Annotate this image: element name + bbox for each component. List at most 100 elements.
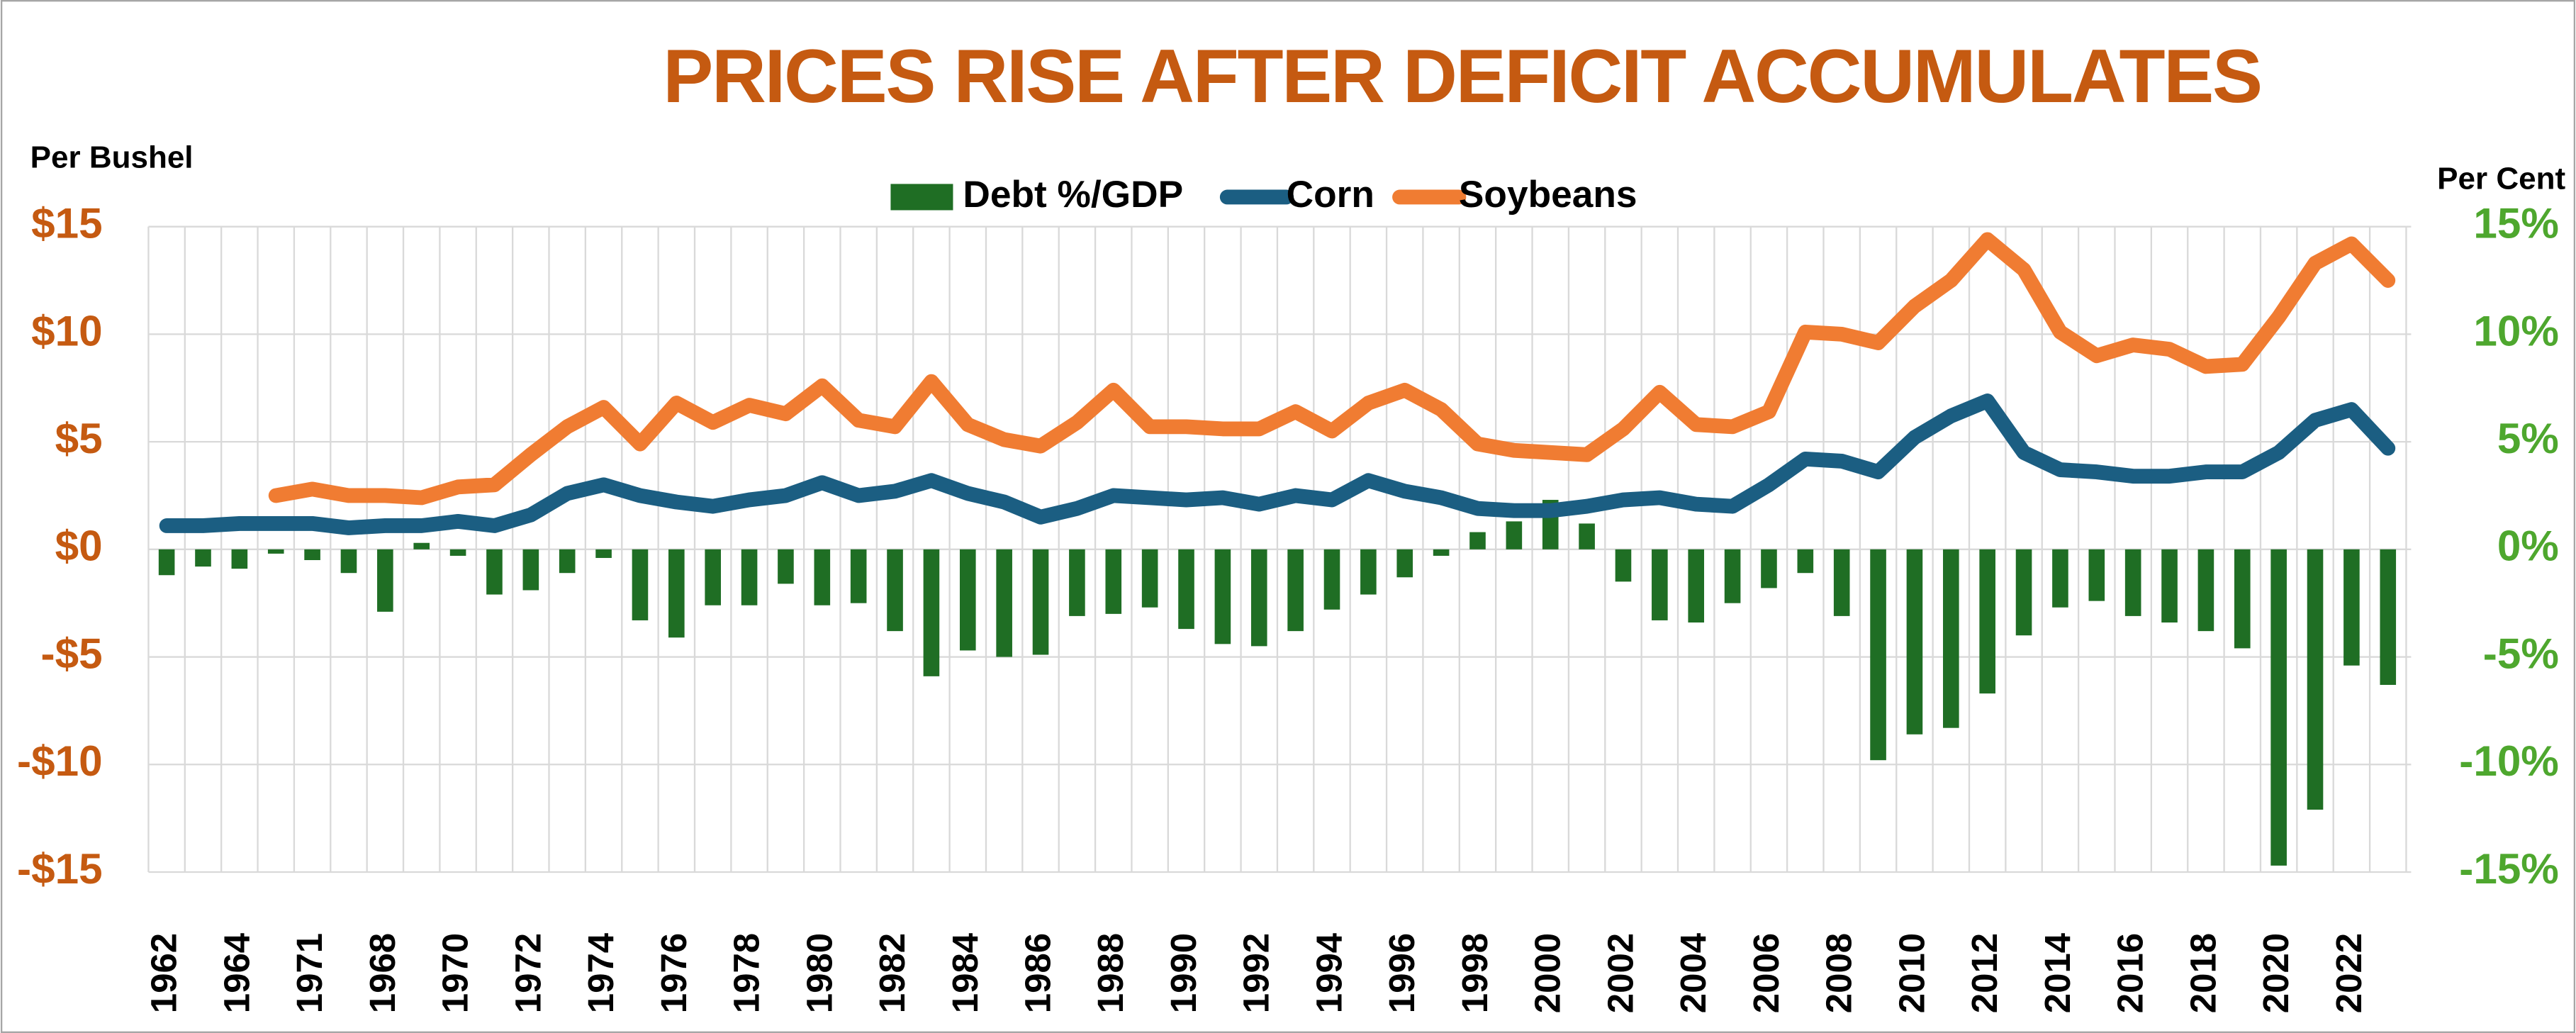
x-tick-label: 2016 (2110, 933, 2151, 1013)
x-tick-label: 2012 (1964, 933, 2005, 1013)
bar (2161, 549, 2178, 622)
y-tick-label: $5 (55, 414, 103, 462)
bar (887, 549, 903, 632)
x-tick-label: 2004 (1673, 932, 1713, 1013)
bar (1506, 521, 1523, 549)
chart-title: PRICES RISE AFTER DEFICIT ACCUMULATES (663, 34, 2261, 118)
x-tick-label: 1968 (362, 933, 403, 1013)
bar (959, 549, 976, 651)
bar (2343, 549, 2360, 666)
bar (195, 549, 211, 567)
bar (668, 549, 685, 638)
bar (1979, 549, 1995, 694)
y2-tick-label: -5% (2483, 629, 2559, 677)
y-tick-label: -$10 (17, 737, 103, 785)
bar (1323, 549, 1340, 610)
bar (2088, 549, 2105, 601)
bar (2307, 549, 2324, 810)
bar (1833, 549, 1850, 616)
bar (2052, 549, 2068, 608)
bar (158, 549, 175, 576)
bar (923, 549, 940, 676)
x-tick-label: 2022 (2329, 933, 2369, 1013)
bar (1214, 549, 1231, 644)
bar (1250, 549, 1267, 647)
legend-label: Corn (1287, 174, 1374, 216)
bar (2380, 549, 2397, 685)
bar (449, 549, 466, 556)
bar (1688, 549, 1705, 622)
x-tick-label: 1970 (435, 933, 476, 1013)
x-tick-label: 1974 (581, 932, 621, 1013)
x-tick-label: 1971 (289, 933, 330, 1013)
bar (741, 549, 758, 605)
x-tick-label: 1996 (1382, 933, 1422, 1013)
y-tick-label: $15 (31, 199, 102, 247)
x-tick-label: 2020 (2256, 933, 2296, 1013)
bar (304, 549, 320, 560)
y2-tick-label: 5% (2497, 414, 2559, 462)
x-tick-label: 1990 (1163, 933, 1204, 1013)
x-tick-label: 1994 (1309, 932, 1349, 1013)
bar (1287, 549, 1304, 632)
x-tick-label: 1964 (216, 932, 257, 1013)
bar (1724, 549, 1741, 603)
bar (595, 549, 612, 558)
y2-tick-label: 15% (2473, 199, 2559, 247)
bar (1615, 549, 1632, 582)
x-tick-label: 1978 (727, 933, 767, 1013)
y-tick-label: $10 (31, 306, 102, 354)
bar (559, 549, 576, 574)
bar (2270, 549, 2287, 866)
legend-label: Soybeans (1459, 174, 1637, 216)
x-tick-label: 2006 (1746, 933, 1786, 1013)
bar (2197, 549, 2214, 632)
bar (1906, 549, 1923, 735)
x-tick-label: 1972 (508, 933, 548, 1013)
bar (522, 549, 539, 591)
bar (1141, 549, 1158, 608)
legend: Debt %/GDP Corn Soybeans (890, 174, 1637, 216)
bar (632, 549, 649, 620)
y2-axis-label: Per Cent (2437, 161, 2565, 196)
x-tick-label: 2018 (2183, 933, 2223, 1013)
bar (413, 542, 430, 549)
bar (1178, 549, 1194, 630)
x-tick-label: 2002 (1600, 933, 1640, 1013)
x-tick-label: 1984 (945, 932, 985, 1013)
bar (705, 549, 721, 605)
x-tick-label: 2010 (1891, 933, 1932, 1013)
y-tick-label: -$5 (41, 629, 103, 677)
bar (814, 549, 831, 605)
x-tick-label: 1988 (1090, 933, 1131, 1013)
x-tick-label: 1962 (144, 933, 184, 1013)
bar (996, 549, 1012, 657)
bar (778, 549, 794, 584)
bar (1943, 549, 1959, 728)
bar (1870, 549, 1886, 761)
y-tick-label: -$15 (17, 844, 103, 893)
x-tick-label: 1982 (872, 933, 912, 1013)
legend-label: Debt %/GDP (963, 174, 1183, 216)
x-tick-label: 1976 (654, 933, 694, 1013)
bar (267, 549, 284, 554)
bar (850, 549, 867, 603)
y-axis-label: Per Bushel (30, 140, 194, 174)
bar (377, 549, 393, 612)
y-tick-label: $0 (55, 522, 103, 570)
bar (1433, 549, 1450, 556)
x-tick-label: 2014 (2037, 932, 2078, 1013)
x-tick-label: 1980 (799, 933, 839, 1013)
y2-tick-label: 10% (2473, 306, 2559, 354)
y2-tick-label: -15% (2459, 844, 2559, 893)
bar (1579, 523, 1595, 549)
bar (2124, 549, 2141, 616)
x-tick-label: 1986 (1017, 933, 1058, 1013)
x-tick-label: 2008 (1819, 933, 1859, 1013)
bar (1396, 549, 1413, 578)
bar (1761, 549, 1777, 588)
bar (1652, 549, 1668, 620)
